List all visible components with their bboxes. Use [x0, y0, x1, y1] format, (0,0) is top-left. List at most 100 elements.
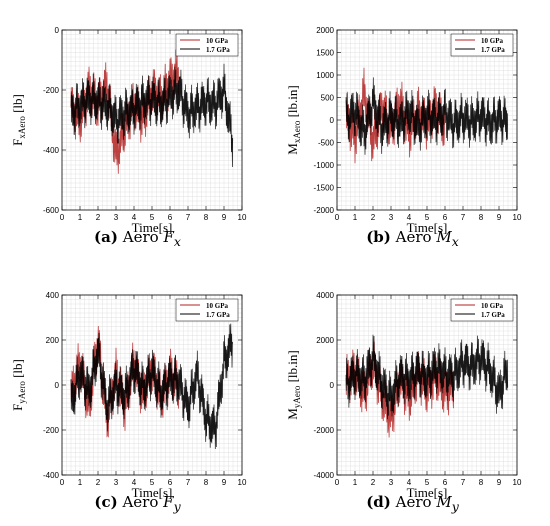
y-axis-label-sub: xAero	[17, 116, 27, 139]
x-tick-label: 3	[114, 478, 119, 487]
y-tick-label: -600	[43, 206, 60, 215]
caption-d: (d) Aero My	[366, 493, 459, 514]
y-tick-label: 0	[55, 26, 60, 35]
x-axis-label: Time[s]	[132, 485, 173, 500]
x-tick-label: 1	[78, 213, 83, 222]
x-tick-label: 6	[168, 478, 173, 487]
series-line-black	[70, 63, 234, 168]
x-tick-label: 2	[371, 478, 376, 487]
x-tick-label: 2	[96, 213, 101, 222]
x-tick-label: 8	[204, 478, 209, 487]
caption-a: (a) Aero Fx	[94, 228, 181, 249]
x-tick-label: 10	[513, 213, 522, 222]
series-line-black	[345, 334, 509, 420]
y-axis-label-main: F	[10, 139, 25, 146]
x-tick-label: 6	[443, 478, 448, 487]
x-tick-label: 2	[371, 213, 376, 222]
y-tick-label: 2000	[316, 336, 334, 345]
x-tick-label: 5	[425, 478, 430, 487]
y-axis-label: FyAero [lb]	[10, 359, 27, 411]
chart-fx: 0 1 2 3 4 5 6 7 8 9 10 -600 -400 -200 0 Time[s] FxAero […	[10, 26, 247, 235]
x-tick-label: 7	[186, 213, 191, 222]
legend-label: 10 GPa	[481, 302, 503, 310]
y-axis-label-unit: [lb.in]	[285, 85, 300, 120]
legend-label: 1.7 GPa	[206, 311, 230, 319]
chart-my: 0 1 2 3 4 5 6 7 8 9 10 -4000 -2000 0 2000 4000 Time[s] My…	[285, 291, 522, 500]
x-tick-label: 5	[425, 213, 430, 222]
grid	[62, 30, 242, 210]
x-tick-label: 3	[114, 213, 119, 222]
chart-panel-b: 0 1 2 3 4 5 6 7 8 9 10 -2000 -1500 -1000 -500 0 500 1000 1…	[275, 0, 550, 263]
x-tick-label: 3	[389, 213, 394, 222]
y-axis-label-sub: yAero	[17, 381, 27, 404]
x-tick-label: 4	[407, 213, 412, 222]
y-tick-label: -1000	[314, 161, 335, 170]
x-tick-label: 5	[150, 213, 155, 222]
y-axis-label: FxAero [lb]	[10, 94, 27, 146]
y-tick-label: -4000	[314, 471, 335, 480]
y-tick-label: 1000	[316, 71, 334, 80]
x-tick-label: 1	[353, 213, 358, 222]
x-tick-label: 1	[78, 478, 83, 487]
x-tick-label: 10	[238, 478, 247, 487]
x-tick-label: 6	[168, 213, 173, 222]
y-tick-label: 0	[330, 381, 335, 390]
legend-label: 1.7 GPa	[481, 46, 505, 54]
y-tick-label: -400	[43, 146, 60, 155]
chart-mx: 0 1 2 3 4 5 6 7 8 9 10 -2000 -1500 -1000 -500 0 500 1000 1…	[285, 26, 522, 235]
y-axis-label: MyAero [lb.in]	[285, 350, 302, 419]
caption-c: (c) Aero Fy	[94, 493, 181, 514]
y-tick-label: 1500	[316, 49, 334, 58]
y-axis-label-unit: [lb.in]	[285, 350, 300, 385]
x-tick-label: 4	[132, 213, 137, 222]
x-tick-label: 4	[132, 478, 137, 487]
x-tick-label: 8	[479, 213, 484, 222]
legend-label: 10 GPa	[206, 302, 228, 310]
chart-panel-a: 0 1 2 3 4 5 6 7 8 9 10 -600 -400 -200 0 Time[s] FxAero […	[0, 0, 275, 263]
y-tick-label: 4000	[316, 291, 334, 300]
x-tick-label: 1	[353, 478, 358, 487]
y-axis-label: MxAero [lb.in]	[285, 85, 302, 154]
x-tick-label: 4	[407, 478, 412, 487]
x-tick-label: 10	[238, 213, 247, 222]
x-tick-label: 8	[204, 213, 209, 222]
legend-label: 10 GPa	[206, 37, 228, 45]
chart-panel-c: 0 1 2 3 4 5 6 7 8 9 10 -400 -200 0 200 400 Time[s] FyAero…	[0, 265, 275, 526]
y-tick-label: -2000	[314, 426, 335, 435]
x-tick-label: 0	[335, 213, 340, 222]
series-line-black	[70, 323, 234, 450]
x-tick-label: 9	[222, 478, 227, 487]
legend-label: 10 GPa	[481, 37, 503, 45]
y-axis-label-unit: [lb]	[10, 94, 25, 116]
x-tick-label: 0	[60, 478, 65, 487]
chart-fy: 0 1 2 3 4 5 6 7 8 9 10 -400 -200 0 200 400 Time[s] FyAero…	[10, 291, 247, 500]
y-axis-label-main: M	[285, 408, 300, 420]
x-axis-label: Time[s]	[132, 220, 173, 235]
y-tick-label: -200	[43, 426, 60, 435]
x-tick-label: 9	[497, 213, 502, 222]
y-axis-label-sub: xAero	[292, 120, 302, 143]
x-tick-label: 0	[60, 213, 65, 222]
y-axis-label-main: F	[10, 404, 25, 411]
caption-b: (b) Aero Mx	[366, 228, 459, 249]
y-tick-label: 2000	[316, 26, 334, 35]
x-tick-label: 10	[513, 478, 522, 487]
y-tick-label: -200	[43, 86, 60, 95]
x-tick-label: 7	[461, 478, 466, 487]
legend-label: 1.7 GPa	[206, 46, 230, 54]
y-axis-label-sub: yAero	[292, 385, 302, 408]
legend-label: 1.7 GPa	[481, 311, 505, 319]
y-tick-label: 0	[55, 381, 60, 390]
x-tick-label: 0	[335, 478, 340, 487]
x-axis-label: Time[s]	[407, 220, 448, 235]
y-axis-label-unit: [lb]	[10, 359, 25, 381]
x-tick-label: 9	[497, 478, 502, 487]
x-tick-label: 7	[186, 478, 191, 487]
y-tick-label: 500	[321, 94, 335, 103]
y-tick-label: -500	[318, 139, 335, 148]
y-tick-label: 200	[46, 336, 60, 345]
x-tick-label: 5	[150, 478, 155, 487]
x-tick-label: 2	[96, 478, 101, 487]
y-tick-label: -2000	[314, 206, 335, 215]
y-tick-label: 400	[46, 291, 60, 300]
